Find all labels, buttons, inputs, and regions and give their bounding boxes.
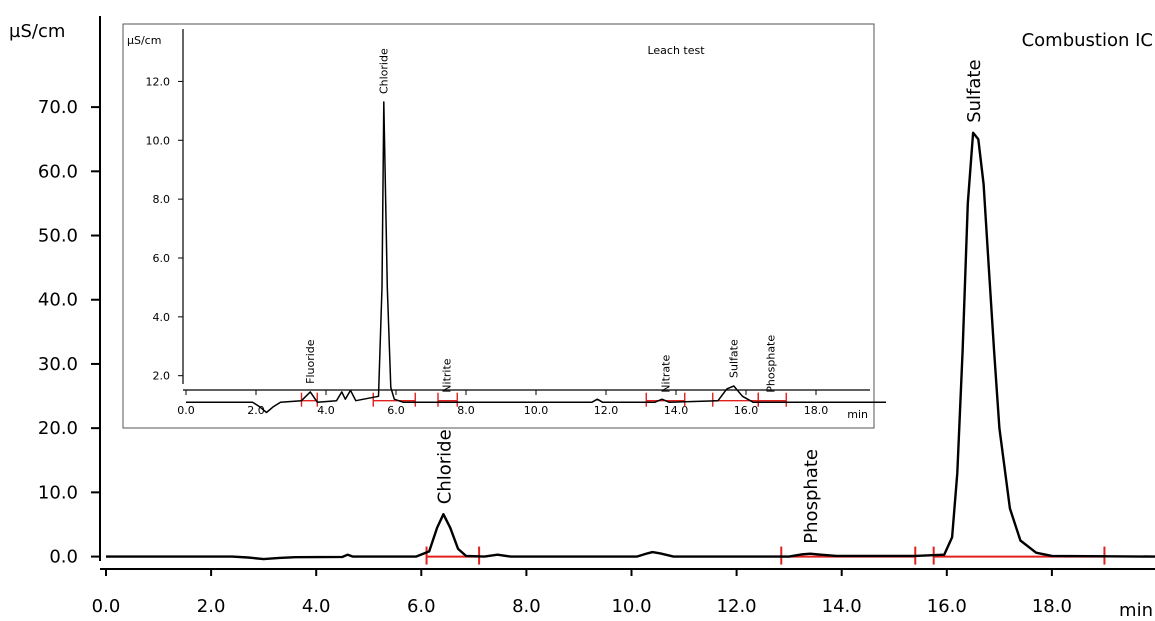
- inset-series-line: [186, 101, 886, 414]
- main-y-tick-label: 30.0: [38, 354, 78, 375]
- inset-peak-label: Nitrite: [441, 358, 454, 392]
- inset-peak-label: Nitrate: [660, 355, 673, 393]
- main-x-tick-label: 18.0: [1032, 596, 1072, 617]
- inset-x-tick-label: 18.0: [804, 404, 829, 417]
- inset-x-tick-label: 0.0: [177, 404, 195, 417]
- inset-x-tick-label: 8.0: [457, 404, 475, 417]
- inset-peak-label: Phosphate: [765, 335, 778, 393]
- main-series-line: [106, 131, 1155, 561]
- inset-x-tick-label: 6.0: [387, 404, 405, 417]
- inset-x-tick-label: 4.0: [317, 404, 335, 417]
- main-y-tick-label: 50.0: [38, 226, 78, 247]
- inset-y-tick-label: 2.0: [153, 370, 171, 383]
- main-x-tick-label: 10.0: [611, 596, 651, 617]
- inset-peak-label: Fluoride: [304, 339, 317, 384]
- main-peak-label: Phosphate: [801, 449, 822, 544]
- inset-y-axis-label: µS/cm: [127, 34, 161, 47]
- main-x-tick-label: 8.0: [512, 596, 541, 617]
- inset-x-tick-label: 10.0: [524, 404, 549, 417]
- inset-y-tick-label: 4.0: [153, 311, 171, 324]
- main-x-axis-label: min: [1119, 600, 1153, 617]
- inset-x-tick-label: 16.0: [734, 404, 759, 417]
- inset-x-axis-label: min: [847, 408, 868, 421]
- main-chart-title: Combustion IC: [1022, 30, 1153, 51]
- main-y-tick-label: 10.0: [38, 482, 78, 503]
- main-y-tick-label: 20.0: [38, 418, 78, 439]
- inset-y-tick-label: 6.0: [153, 252, 171, 265]
- inset-frame: [122, 23, 875, 429]
- inset-x-tick-label: 14.0: [664, 404, 689, 417]
- inset-peak-label: Sulfate: [728, 339, 741, 378]
- main-x-tick-label: 0.0: [92, 596, 121, 617]
- main-x-tick-label: 6.0: [407, 596, 436, 617]
- inset-x-tick-label: 2.0: [247, 404, 265, 417]
- main-y-tick-label: 60.0: [38, 161, 78, 182]
- main-y-axis-label: µS/cm: [9, 21, 65, 42]
- inset-chart-title: Leach test: [647, 44, 705, 57]
- inset-y-tick-label: 10.0: [146, 134, 171, 147]
- main-peak-label: Chloride: [434, 429, 455, 504]
- main-x-tick-label: 16.0: [927, 596, 967, 617]
- inset-chart: 2.0 4.0 6.0 8.0 10.0 12.0 µS/cm 0.0 2.0 4.0 6.0 8.0…: [122, 23, 886, 429]
- main-y-tick-label: 70.0: [38, 97, 78, 118]
- inset-x-tick-label: 12.0: [594, 404, 619, 417]
- main-x-tick-label: 4.0: [302, 596, 331, 617]
- main-y-tick-label: 0.0: [49, 547, 78, 568]
- main-x-tick-label: 2.0: [197, 596, 226, 617]
- inset-y-tick-label: 12.0: [146, 75, 171, 88]
- inset-peak-label: Chloride: [378, 48, 391, 94]
- main-y-tick-label: 40.0: [38, 290, 78, 311]
- main-chart: 0.010.020.030.040.050.060.070.0µS/cm0.0 2…: [9, 16, 1155, 621]
- main-x-tick-label: 12.0: [717, 596, 757, 617]
- inset-y-tick-label: 8.0: [153, 193, 171, 206]
- main-peak-label: Sulfate: [964, 59, 985, 122]
- main-x-tick-label: 14.0: [822, 596, 862, 617]
